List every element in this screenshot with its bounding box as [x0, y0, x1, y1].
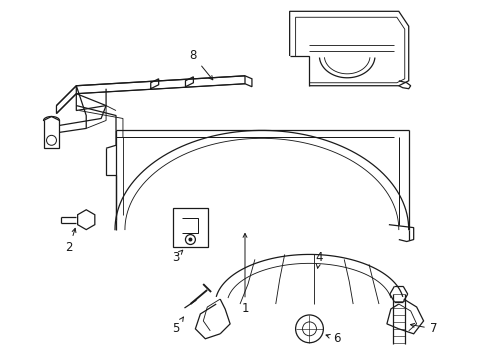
- Text: 2: 2: [65, 228, 76, 254]
- Text: 6: 6: [325, 332, 340, 345]
- Text: 1: 1: [241, 234, 248, 315]
- Text: 5: 5: [171, 317, 183, 336]
- Text: 8: 8: [189, 49, 212, 80]
- Text: 3: 3: [171, 250, 183, 264]
- Circle shape: [188, 238, 192, 242]
- Text: 4: 4: [315, 251, 323, 268]
- Text: 7: 7: [410, 322, 436, 336]
